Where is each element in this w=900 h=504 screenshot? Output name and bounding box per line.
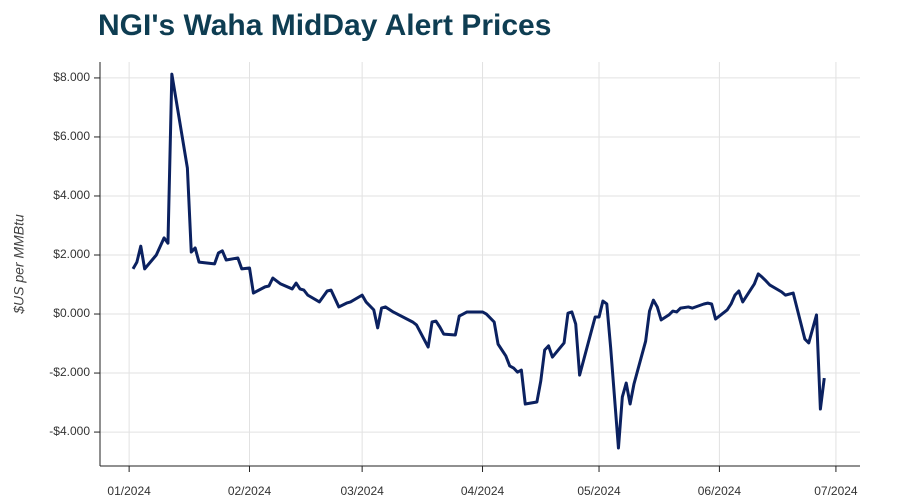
y-tick-label: -$2.000 (49, 365, 90, 379)
y-tick-label: $8.000 (53, 70, 90, 84)
y-tick-label: $6.000 (53, 129, 90, 143)
y-tick-label: $2.000 (53, 247, 90, 261)
y-axis-label: $US per MMBtu (11, 214, 27, 315)
chart-title: NGI's Waha MidDay Alert Prices (98, 9, 551, 42)
x-tick-label: 07/2024 (814, 484, 858, 498)
y-tick-label: $4.000 (53, 188, 90, 202)
x-tick-label: 06/2024 (698, 484, 742, 498)
x-tick-label: 04/2024 (461, 484, 505, 498)
x-tick-label: 03/2024 (340, 484, 384, 498)
grid (100, 62, 860, 466)
x-tick-label: 05/2024 (577, 484, 621, 498)
y-tick-label: -$4.000 (49, 424, 90, 438)
x-tick-label: 01/2024 (107, 484, 151, 498)
x-tick-label: 02/2024 (228, 484, 272, 498)
y-tick-label: $0.000 (53, 306, 90, 320)
data-line (131, 72, 826, 450)
